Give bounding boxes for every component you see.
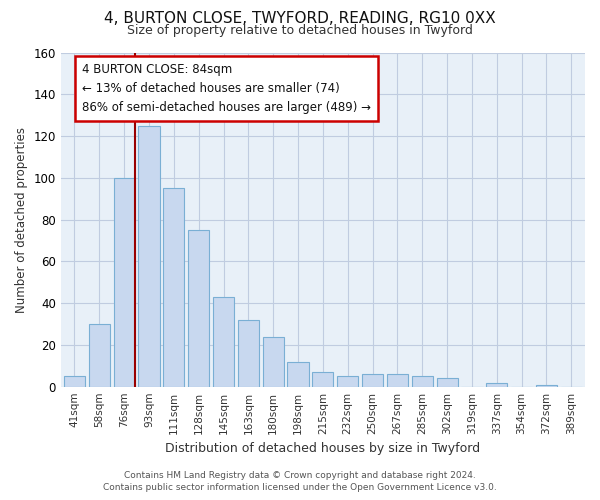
Bar	[536, 384, 557, 386]
Bar	[188, 230, 209, 386]
Bar	[163, 188, 184, 386]
Bar	[64, 376, 85, 386]
Bar	[337, 376, 358, 386]
Bar	[486, 382, 508, 386]
Text: 4, BURTON CLOSE, TWYFORD, READING, RG10 0XX: 4, BURTON CLOSE, TWYFORD, READING, RG10 …	[104, 11, 496, 26]
Bar	[263, 336, 284, 386]
Bar	[313, 372, 334, 386]
Bar	[437, 378, 458, 386]
Text: Size of property relative to detached houses in Twyford: Size of property relative to detached ho…	[127, 24, 473, 37]
Y-axis label: Number of detached properties: Number of detached properties	[15, 126, 28, 312]
Bar	[387, 374, 408, 386]
Bar	[89, 324, 110, 386]
Bar	[139, 126, 160, 386]
Bar	[287, 362, 308, 386]
Bar	[362, 374, 383, 386]
Text: Contains HM Land Registry data © Crown copyright and database right 2024.
Contai: Contains HM Land Registry data © Crown c…	[103, 471, 497, 492]
X-axis label: Distribution of detached houses by size in Twyford: Distribution of detached houses by size …	[166, 442, 481, 455]
Bar	[238, 320, 259, 386]
Text: 4 BURTON CLOSE: 84sqm
← 13% of detached houses are smaller (74)
86% of semi-deta: 4 BURTON CLOSE: 84sqm ← 13% of detached …	[82, 63, 371, 114]
Bar	[412, 376, 433, 386]
Bar	[113, 178, 135, 386]
Bar	[213, 297, 234, 386]
